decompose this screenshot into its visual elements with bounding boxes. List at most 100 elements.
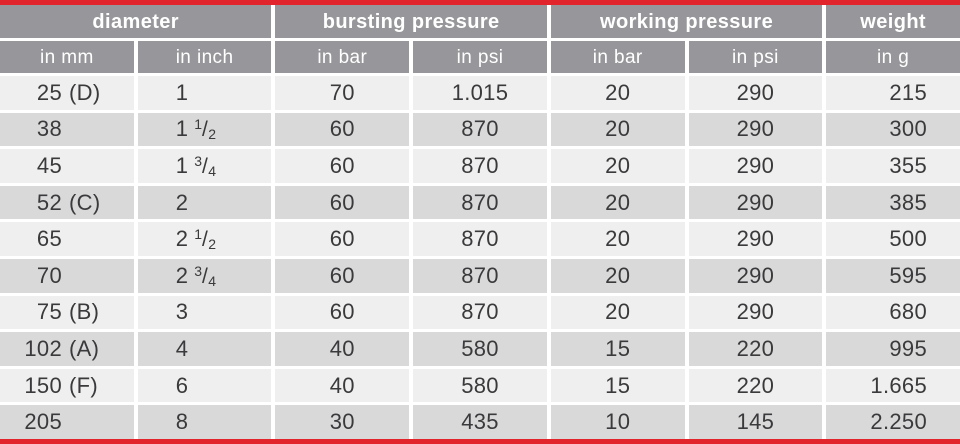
top-accent-bar	[0, 0, 960, 5]
inch-whole: 8	[175, 409, 189, 435]
header-col-work-bar: in bar	[550, 41, 685, 73]
header-col-burst-bar: in bar	[275, 41, 410, 73]
mm-value: 102	[24, 335, 62, 361]
fraction-slash: /	[202, 228, 209, 252]
cell-burst-bar: 60	[275, 185, 410, 220]
mm-size-code: (F)	[69, 372, 98, 398]
bottom-accent-bar	[0, 439, 960, 444]
cell-mm: 52 (C)	[0, 185, 134, 220]
mm-size-code: (B)	[69, 299, 100, 325]
cell-work-bar: 20	[550, 112, 685, 147]
inch-whole: 2	[175, 226, 189, 252]
cell-burst-bar: 40	[275, 332, 410, 366]
inch-value: 6	[176, 374, 189, 397]
cell-work-bar: 20	[550, 76, 685, 110]
mm-value: 205	[24, 409, 62, 435]
inch-value: 4	[175, 335, 189, 361]
inch-whole: 4	[175, 335, 189, 361]
cell-work-bar: 20	[550, 258, 685, 293]
fraction-numerator: 1	[194, 226, 203, 243]
cell-burst-psi: 870	[413, 295, 547, 330]
cell-inch: 6	[137, 368, 272, 403]
inch-whole: 3	[175, 299, 189, 325]
cell-inch: 2	[137, 185, 272, 220]
inch-value: 2 1/2	[176, 227, 216, 251]
mm-value: 25	[36, 79, 62, 105]
mm-value: 70	[36, 262, 62, 288]
cell-work-psi: 290	[688, 112, 823, 147]
cell-work-bar: 20	[550, 295, 685, 330]
header-col-weight-g: in g	[826, 41, 960, 73]
header-col-inch: in inch	[137, 41, 272, 73]
cell-inch: 8	[137, 405, 272, 439]
cell-work-psi: 290	[688, 295, 823, 330]
cell-burst-psi: 1.015	[413, 76, 547, 110]
mm-size-code: (D)	[69, 79, 101, 105]
inch-value: 2 3/4	[176, 264, 216, 288]
cell-inch: 1	[137, 76, 272, 110]
cell-burst-bar: 60	[275, 222, 410, 256]
cell-burst-psi: 580	[413, 332, 547, 366]
cell-weight-g: 215	[826, 76, 960, 110]
cell-mm: 70	[0, 258, 134, 293]
cell-work-psi: 220	[688, 332, 823, 366]
cell-burst-bar: 70	[275, 76, 410, 110]
cell-burst-bar: 60	[275, 295, 410, 330]
cell-work-psi: 290	[688, 185, 823, 220]
cell-mm: 38	[0, 112, 134, 147]
inch-value: 3	[176, 301, 189, 323]
cell-work-bar: 15	[550, 368, 685, 403]
cell-mm: 75 (B)	[0, 295, 134, 330]
cell-inch: 2 3/4	[137, 258, 272, 293]
cell-mm: 65	[0, 222, 134, 256]
inch-fraction: 1/2	[194, 226, 216, 251]
fraction-denominator: 4	[208, 162, 216, 179]
cell-weight-g: 355	[826, 149, 960, 183]
inch-fraction: 1/2	[194, 116, 216, 141]
fraction-slash: /	[202, 264, 209, 288]
fraction-denominator: 4	[208, 272, 216, 289]
cell-mm: 25 (D)	[0, 76, 134, 110]
cell-mm: 45	[0, 149, 134, 183]
cell-burst-psi: 580	[413, 368, 547, 403]
inch-whole: 1	[175, 79, 189, 105]
inch-whole: 2	[175, 189, 189, 215]
cell-mm: 150 (F)	[0, 368, 134, 403]
cell-weight-g: 680	[826, 295, 960, 330]
cell-burst-psi: 870	[413, 258, 547, 293]
inch-fraction: 3/4	[194, 263, 216, 288]
cell-work-bar: 20	[550, 149, 685, 183]
cell-work-psi: 290	[688, 76, 823, 110]
fraction-numerator: 1	[194, 116, 203, 133]
cell-burst-bar: 30	[275, 405, 410, 439]
inch-fraction: 3/4	[194, 153, 216, 178]
cell-burst-psi: 870	[413, 185, 547, 220]
inch-whole: 2	[175, 262, 189, 288]
header-col-burst-psi: in psi	[413, 41, 547, 73]
cell-work-psi: 290	[688, 258, 823, 293]
cell-inch: 4	[137, 332, 272, 366]
cell-inch: 1 1/2	[137, 112, 272, 147]
fraction-slash: /	[202, 118, 209, 142]
cell-weight-g: 595	[826, 258, 960, 293]
cell-work-bar: 20	[550, 222, 685, 256]
inch-value: 1 3/4	[176, 154, 216, 178]
cell-burst-psi: 870	[413, 149, 547, 183]
inch-whole: 1	[175, 116, 189, 142]
header-col-work-psi: in psi	[688, 41, 823, 73]
mm-value: 52	[36, 189, 62, 215]
mm-value: 65	[36, 226, 62, 252]
cell-weight-g: 385	[826, 185, 960, 220]
header-group-diameter: diameter	[0, 5, 272, 38]
fraction-numerator: 3	[194, 152, 203, 169]
cell-weight-g: 500	[826, 222, 960, 256]
inch-whole: 1	[175, 152, 189, 178]
cell-burst-bar: 60	[275, 149, 410, 183]
cell-burst-psi: 870	[413, 222, 547, 256]
header-group-bursting-pressure: bursting pressure	[275, 5, 547, 38]
cell-burst-psi: 870	[413, 112, 547, 147]
fraction-denominator: 2	[208, 126, 216, 143]
cell-weight-g: 2.250	[826, 405, 960, 439]
mm-size-code: (A)	[69, 335, 100, 361]
